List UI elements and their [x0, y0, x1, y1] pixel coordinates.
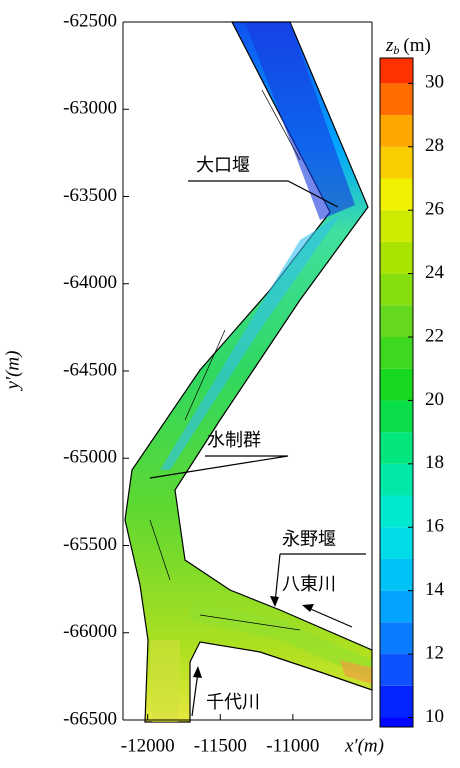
- colorbar-band: [380, 305, 413, 337]
- colorbar-band: [380, 400, 413, 432]
- colorbar-band: [380, 274, 413, 306]
- colorbar-subscript: b: [393, 43, 399, 57]
- y-tick-label: -63000: [63, 98, 117, 119]
- colorbar-band: [380, 432, 413, 464]
- y-tick-label: -65000: [63, 447, 117, 468]
- colorbar-label: zb(m): [385, 35, 431, 56]
- y-tick-label: -64000: [63, 272, 117, 293]
- colorbar-band: [380, 622, 413, 654]
- colorbar-band: [380, 83, 413, 115]
- y-axis-label: y′(m): [2, 351, 23, 392]
- x-tick-label: -12000: [121, 735, 175, 756]
- annotation: 水制群: [207, 430, 261, 451]
- colorbar-tick-label: 28: [425, 135, 444, 156]
- y-tick-label: -66000: [63, 621, 117, 642]
- colorbar-band: [380, 527, 413, 559]
- y-tick-label: -63500: [63, 185, 117, 206]
- colorbar-band: [380, 717, 413, 727]
- x-tick-label: -11000: [266, 735, 319, 756]
- y-tick-label: -65500: [63, 534, 117, 555]
- y-tick-label: -66500: [63, 708, 117, 729]
- colorbar-tick-label: 18: [425, 452, 444, 473]
- colorbar-band: [380, 591, 413, 623]
- colorbar-band: [380, 654, 413, 686]
- colorbar-tick-label: 30: [425, 72, 444, 93]
- chart: 大口堰 水制群 永野堰 八東川 千代川 x′(m) y′(m) zb(m) -1…: [0, 0, 460, 768]
- y-tick-label: -64500: [63, 359, 117, 380]
- colorbar-band: [380, 147, 413, 179]
- colorbar-band: [380, 58, 413, 83]
- colorbar-band: [380, 464, 413, 496]
- colorbar-band: [380, 210, 413, 242]
- colorbar-band: [380, 369, 413, 401]
- colorbar-band: [380, 686, 413, 718]
- colorbar-tick-label: 24: [425, 262, 445, 283]
- colorbar-unit: (m): [403, 35, 430, 56]
- colorbar-band: [380, 496, 413, 528]
- river: [125, 22, 372, 722]
- colorbar-band: [380, 178, 413, 210]
- x-tick-label: -11500: [194, 735, 247, 756]
- colorbar-band: [380, 115, 413, 147]
- colorbar-tick-label: 22: [425, 325, 444, 346]
- colorbar-band: [380, 242, 413, 274]
- colorbar-tick-label: 12: [425, 642, 444, 663]
- annotation: 千代川: [206, 692, 260, 713]
- colorbar-tick-label: 14: [425, 579, 445, 600]
- x-axis-label: x′(m): [344, 735, 384, 756]
- colorbar-tick-label: 10: [425, 706, 444, 727]
- colorbar-tick-label: 20: [425, 389, 444, 410]
- y-tick-label: -62500: [63, 10, 117, 31]
- colorbar-tick-label: 26: [425, 199, 444, 220]
- colorbar-tick-label: 16: [425, 516, 444, 537]
- annotation: 永野堰: [282, 529, 336, 550]
- annotation: 八東川: [282, 574, 336, 595]
- colorbar-band: [380, 337, 413, 369]
- annotation: 大口堰: [196, 155, 250, 176]
- colorbar-band: [380, 559, 413, 591]
